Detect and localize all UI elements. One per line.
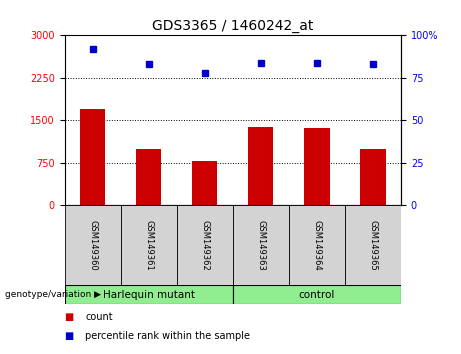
Title: GDS3365 / 1460242_at: GDS3365 / 1460242_at	[152, 19, 313, 33]
Bar	[233, 205, 289, 285]
Text: GSM149365: GSM149365	[368, 220, 378, 270]
Text: GSM149364: GSM149364	[313, 220, 321, 270]
Bar	[136, 149, 161, 205]
Text: ■: ■	[65, 331, 74, 341]
Bar	[345, 205, 401, 285]
Bar	[177, 205, 233, 285]
Text: GSM149360: GSM149360	[88, 220, 97, 270]
Text: percentile rank within the sample: percentile rank within the sample	[85, 331, 250, 341]
Text: GSM149361: GSM149361	[144, 220, 153, 270]
Bar	[304, 128, 330, 205]
Bar	[65, 205, 121, 285]
Text: control: control	[299, 290, 335, 300]
Text: GSM149363: GSM149363	[256, 220, 266, 270]
Text: count: count	[85, 312, 113, 321]
Text: ■: ■	[65, 312, 74, 321]
Bar	[248, 127, 273, 205]
Bar	[80, 109, 105, 205]
Text: GSM149362: GSM149362	[200, 220, 209, 270]
Bar	[121, 205, 177, 285]
Bar	[361, 149, 386, 205]
Bar	[233, 285, 401, 304]
Text: genotype/variation ▶: genotype/variation ▶	[5, 290, 100, 299]
Text: Harlequin mutant: Harlequin mutant	[103, 290, 195, 300]
Bar	[289, 205, 345, 285]
Bar	[65, 285, 233, 304]
Bar	[192, 161, 218, 205]
